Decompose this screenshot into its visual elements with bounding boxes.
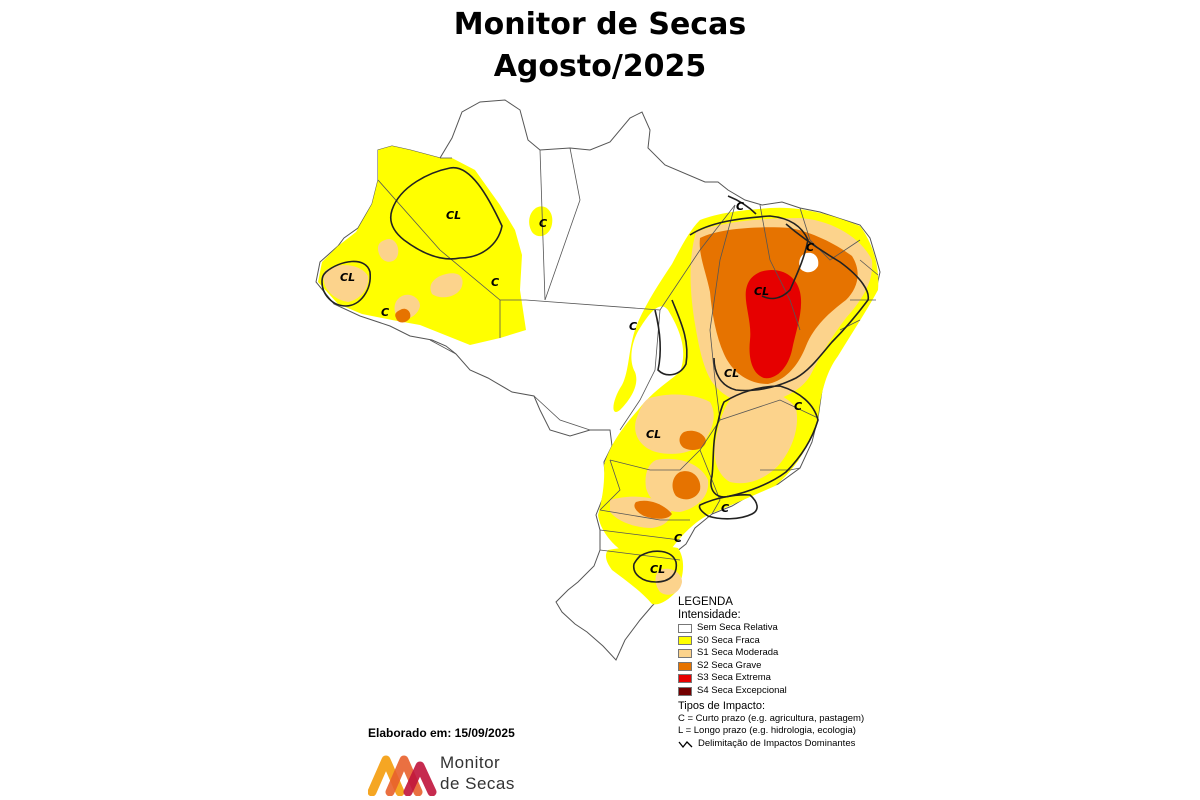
legend-item: Sem Seca Relativa (678, 622, 938, 635)
logo-text: Monitor de Secas (440, 752, 515, 794)
logo-text-line-1: Monitor (440, 753, 501, 772)
monitor-de-secas-logo-icon (368, 755, 437, 796)
legend-delimitation: Delimitação de Impactos Dominantes (678, 738, 938, 751)
label-c: C (674, 532, 682, 545)
legend-label: S0 Seca Fraca (697, 634, 760, 646)
legend-intensity-heading: Intensidade: (678, 609, 741, 621)
legend-swatch (678, 686, 692, 696)
label-c: C (539, 217, 547, 230)
map-title: Monitor de Secas Agosto/2025 (0, 4, 1200, 88)
impact-labels: CL CL C C C C CL C C CL CL C C C CL (340, 200, 814, 576)
legend-item: S4 Seca Excepcional (678, 685, 938, 698)
label-cl: CL (650, 563, 665, 576)
label-c: C (721, 502, 729, 515)
legend-classes: Sem Seca Relativa S0 Seca Fraca S1 Seca … (678, 622, 938, 698)
label-cl: CL (646, 428, 661, 441)
label-c: C (629, 320, 637, 333)
label-c: C (491, 276, 499, 289)
delimitation-line-icon (678, 741, 693, 749)
legend-item: S3 Seca Extrema (678, 672, 938, 685)
title-line-2: Agosto/2025 (493, 49, 707, 84)
title-line-1: Monitor de Secas (453, 7, 747, 42)
label-c: C (381, 306, 389, 319)
legend-impact-heading: Tipos de Impacto: (678, 699, 766, 712)
no-drought-islands (799, 252, 819, 273)
legend-label: S2 Seca Grave (697, 659, 762, 671)
legend-impact-c: C = Curto prazo (e.g. agricultura, pasta… (678, 712, 865, 724)
legend-heading: LEGENDA (678, 596, 733, 608)
label-cl: CL (724, 367, 739, 380)
legend-impact-l: L = Longo prazo (e.g. hidrologia, ecolog… (678, 725, 856, 737)
legend-item: S2 Seca Grave (678, 660, 938, 673)
legend-label: Sem Seca Relativa (697, 622, 778, 633)
legend-label: S1 Seca Moderada (697, 647, 779, 659)
legend-swatch (678, 623, 692, 633)
legend-item: S1 Seca Moderada (678, 647, 938, 660)
elaboration-date: Elaborado em: 15/09/2025 (368, 726, 515, 740)
legend-delimitation-label: Delimitação de Impactos Dominantes (698, 737, 856, 749)
legend: LEGENDA Intensidade: Sem Seca Relativa S… (678, 596, 938, 750)
legend-label: S3 Seca Extrema (697, 672, 771, 684)
label-c: C (806, 241, 814, 254)
legend-swatch (678, 636, 692, 646)
legend-swatch (678, 661, 692, 671)
label-c: C (736, 200, 744, 213)
label-c: C (794, 400, 802, 413)
s3-regions (745, 270, 802, 379)
legend-swatch (678, 648, 692, 658)
legend-label: S4 Seca Excepcional (697, 684, 787, 696)
label-cl: CL (446, 209, 461, 222)
label-cl: CL (754, 285, 769, 298)
legend-item: S0 Seca Fraca (678, 635, 938, 648)
impact-delimitation-lines (321, 167, 870, 583)
label-cl: CL (340, 271, 355, 284)
logo-text-line-2: de Secas (440, 774, 515, 793)
legend-swatch (678, 674, 692, 684)
